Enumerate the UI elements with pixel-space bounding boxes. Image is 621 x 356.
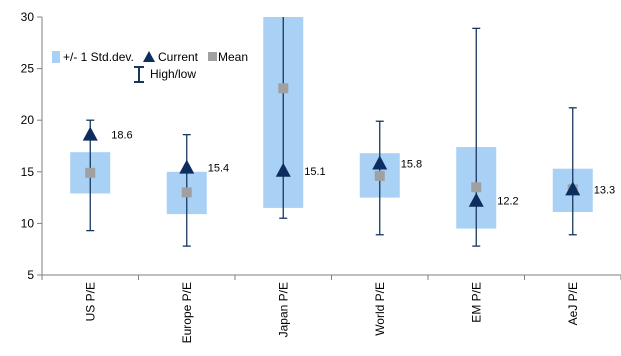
- legend-current-label: Current: [158, 50, 199, 64]
- x-category-label: EM P/E: [469, 282, 483, 323]
- y-tick-label: 15: [21, 165, 35, 179]
- legend-std-dev-swatch: [52, 51, 60, 63]
- current-marker: [179, 159, 195, 174]
- data-label: 15.1: [304, 166, 325, 178]
- data-label: 15.8: [401, 159, 422, 171]
- data-labels: 18.6 15.4 15.1 15.8 12.2 13.3: [111, 130, 615, 208]
- y-tick-label: 5: [27, 268, 34, 282]
- legend-current-marker: [143, 51, 155, 62]
- current-marker: [275, 162, 291, 177]
- data-label: 18.6: [111, 130, 132, 142]
- y-tick-label: 25: [21, 62, 35, 76]
- legend-high-low-icon: [134, 66, 144, 83]
- mean-marker: [374, 170, 385, 181]
- current-marker: [82, 126, 98, 141]
- current-marker: [565, 181, 581, 196]
- current-markers: [82, 126, 581, 207]
- x-category-label: Europe P/E: [180, 282, 194, 343]
- legend-mean-marker: [208, 52, 217, 61]
- y-tick-label: 20: [21, 113, 35, 127]
- x-category-label: US P/E: [83, 282, 97, 321]
- data-label: 15.4: [208, 163, 229, 175]
- mean-markers: [85, 83, 578, 198]
- current-marker: [372, 155, 388, 170]
- legend-mean-label: Mean: [218, 50, 248, 64]
- legend-high-low-label: High/low: [150, 67, 196, 81]
- data-label: 12.2: [497, 196, 518, 208]
- mean-marker: [278, 83, 289, 94]
- legend: +/- 1 Std.dev. Current Mean High/low: [52, 50, 248, 83]
- y-tick-label: 30: [21, 10, 35, 24]
- current-marker: [468, 192, 484, 207]
- y-tick-label: 10: [21, 216, 35, 230]
- legend-std-dev-label: +/- 1 Std.dev.: [63, 50, 134, 64]
- axes: 5 10 15 20 25 30 US P/E Europe P/E Japan P/E Worl…: [21, 10, 621, 343]
- mean-marker: [471, 182, 482, 193]
- mean-marker: [181, 187, 192, 198]
- data-label: 13.3: [594, 184, 615, 196]
- x-category-label: AeJ P/E: [566, 282, 580, 325]
- x-category-label: World P/E: [373, 282, 387, 336]
- mean-marker: [85, 167, 96, 178]
- x-category-label: Japan P/E: [276, 282, 290, 337]
